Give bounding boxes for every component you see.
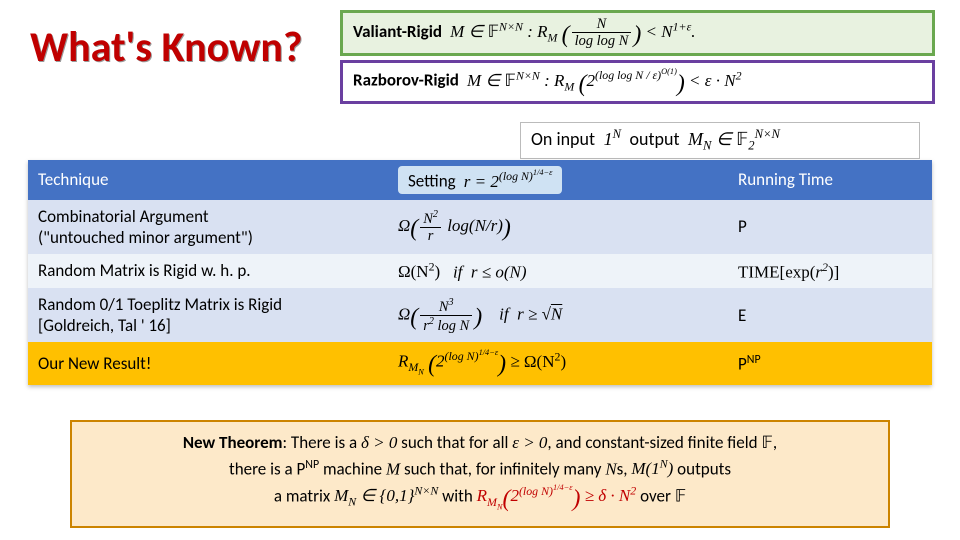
- input-mid: output: [630, 128, 680, 150]
- cell-technique: Random Matrix is Rigid w. h. p.: [28, 254, 388, 289]
- cell-setting: Ω(N2r log(N/r)): [388, 200, 728, 254]
- results-table: Technique Setting r = 2(log N)1/4−ε Runn…: [28, 160, 932, 385]
- cell-time: P: [728, 200, 932, 254]
- input-prefix: On input: [531, 128, 595, 150]
- setting-prefix: Setting: [408, 171, 456, 192]
- new-theorem-box: New Theorem: There is a δ > 0 such that …: [70, 420, 890, 528]
- razborov-expr: M ∈ 𝔽N×N : RM (2(log log N / ε)O(1)) < ε…: [463, 71, 742, 90]
- valiant-rigid-definition: Valiant-Rigid M ∈ 𝔽N×N : RM (Nlog log N)…: [340, 10, 935, 56]
- cell-time: TIME[exp(r2)]: [728, 254, 932, 289]
- input-spec: On input 1N output MN ∈ 𝔽2N×N: [520, 122, 920, 159]
- table-row: Random Matrix is Rigid w. h. p. Ω(N2) if…: [28, 254, 932, 289]
- razborov-rigid-definition: Razborov-Rigid M ∈ 𝔽N×N : RM (2(log log …: [340, 60, 935, 104]
- table-row: Combinatorial Argument ("untouched minor…: [28, 200, 932, 254]
- table-row-highlight: Our New Result! RMN (2(log N)1/4−ε) ≥ Ω(…: [28, 342, 932, 384]
- header-technique: Technique: [28, 160, 388, 200]
- razborov-label: Razborov-Rigid: [353, 70, 459, 91]
- slide-title: What's Known?: [30, 22, 302, 73]
- cell-time: E: [728, 288, 932, 342]
- cell-setting: Ω(N2) if r ≤ o(N): [388, 254, 728, 289]
- valiant-expr: M ∈ 𝔽N×N : RM (Nlog log N) < N1+ε.: [446, 22, 696, 41]
- cell-technique: Our New Result!: [28, 342, 388, 384]
- cell-setting: RMN (2(log N)1/4−ε) ≥ Ω(N2): [388, 342, 728, 384]
- header-setting: Setting r = 2(log N)1/4−ε: [388, 160, 728, 200]
- cell-technique: Combinatorial Argument ("untouched minor…: [28, 200, 388, 254]
- valiant-label: Valiant-Rigid: [353, 21, 442, 42]
- input-mn: MN ∈ 𝔽2N×N: [684, 129, 780, 149]
- cell-setting: Ω(N3r2 log N) if r ≥ √N: [388, 288, 728, 342]
- theorem-label: New Theorem: [183, 432, 283, 453]
- cell-technique: Random 0/1 Toeplitz Matrix is Rigid [Gol…: [28, 288, 388, 342]
- input-1n: 1N: [599, 129, 625, 149]
- cell-time: PNP: [728, 342, 932, 384]
- header-time: Running Time: [728, 160, 932, 200]
- table-header-row: Technique Setting r = 2(log N)1/4−ε Runn…: [28, 160, 932, 200]
- setting-expr: r = 2(log N)1/4−ε: [460, 172, 553, 191]
- table-row: Random 0/1 Toeplitz Matrix is Rigid [Gol…: [28, 288, 932, 342]
